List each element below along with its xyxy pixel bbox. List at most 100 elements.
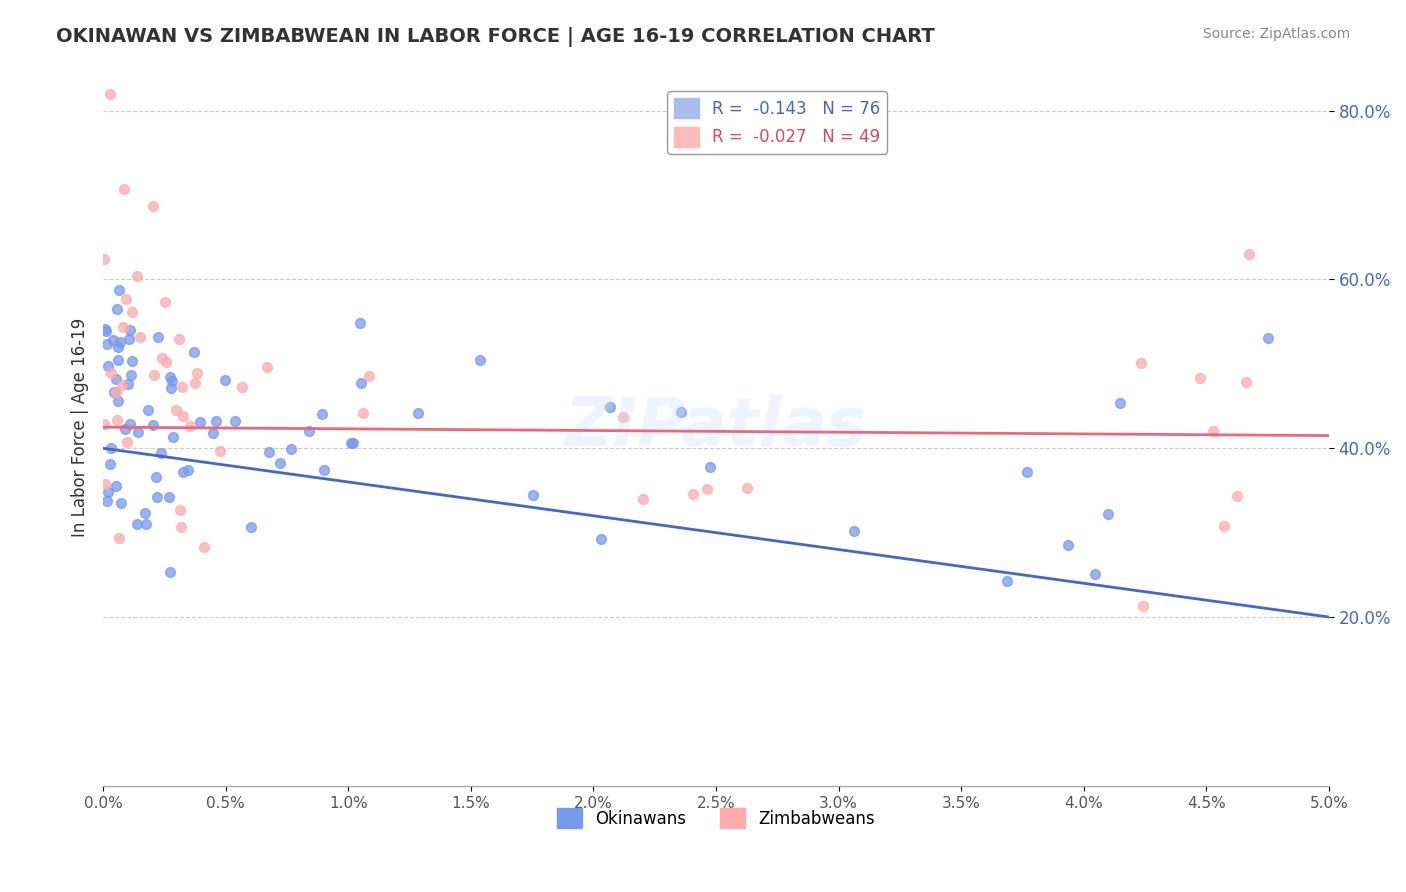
- Okinawans: [269, 456, 291, 470]
- Zimbabweans: [93, 417, 115, 432]
- Okinawans: [101, 334, 124, 348]
- Zimbabweans: [150, 351, 173, 366]
- Text: ZIPatlas: ZIPatlas: [565, 394, 868, 460]
- Okinawans: [110, 496, 132, 510]
- Okinawans: [117, 377, 139, 392]
- Zimbabweans: [735, 481, 758, 495]
- Okinawans: [97, 359, 120, 374]
- Okinawans: [104, 372, 127, 386]
- Zimbabweans: [1237, 247, 1260, 261]
- Okinawans: [120, 368, 142, 382]
- Zimbabweans: [256, 359, 278, 374]
- Y-axis label: In Labor Force | Age 16-19: In Labor Force | Age 16-19: [72, 318, 89, 537]
- Zimbabweans: [169, 502, 191, 516]
- Okinawans: [224, 414, 246, 428]
- Zimbabweans: [1130, 356, 1153, 370]
- Zimbabweans: [612, 409, 634, 424]
- Zimbabweans: [100, 367, 122, 381]
- Zimbabweans: [155, 355, 177, 369]
- Okinawans: [1109, 396, 1132, 410]
- Okinawans: [406, 406, 429, 420]
- Zimbabweans: [128, 329, 150, 343]
- Zimbabweans: [94, 477, 117, 491]
- Okinawans: [100, 441, 122, 455]
- Okinawans: [177, 463, 200, 477]
- Zimbabweans: [1202, 425, 1225, 439]
- Okinawans: [135, 516, 157, 531]
- Okinawans: [699, 459, 721, 474]
- Text: OKINAWAN VS ZIMBABWEAN IN LABOR FORCE | AGE 16-19 CORRELATION CHART: OKINAWAN VS ZIMBABWEAN IN LABOR FORCE | …: [56, 27, 935, 46]
- Zimbabweans: [682, 487, 704, 501]
- Zimbabweans: [105, 385, 128, 400]
- Okinawans: [125, 517, 148, 532]
- Okinawans: [118, 417, 141, 431]
- Okinawans: [183, 345, 205, 359]
- Okinawans: [1257, 331, 1279, 345]
- Okinawans: [159, 566, 181, 580]
- Okinawans: [108, 283, 131, 297]
- Okinawans: [350, 376, 373, 390]
- Okinawans: [146, 490, 169, 504]
- Legend: Okinawans, Zimbabweans: Okinawans, Zimbabweans: [551, 801, 882, 835]
- Zimbabweans: [352, 406, 374, 420]
- Zimbabweans: [112, 319, 135, 334]
- Okinawans: [96, 485, 118, 500]
- Zimbabweans: [114, 292, 136, 306]
- Okinawans: [205, 414, 228, 428]
- Zimbabweans: [170, 520, 193, 534]
- Text: Source: ZipAtlas.com: Source: ZipAtlas.com: [1202, 27, 1350, 41]
- Zimbabweans: [183, 376, 205, 391]
- Zimbabweans: [153, 294, 176, 309]
- Okinawans: [1097, 507, 1119, 521]
- Zimbabweans: [696, 482, 718, 496]
- Okinawans: [96, 493, 118, 508]
- Okinawans: [121, 354, 143, 368]
- Okinawans: [468, 353, 491, 368]
- Okinawans: [146, 330, 169, 344]
- Okinawans: [842, 524, 865, 539]
- Okinawans: [107, 353, 129, 368]
- Okinawans: [201, 425, 224, 440]
- Okinawans: [127, 425, 149, 439]
- Okinawans: [159, 381, 181, 395]
- Okinawans: [340, 436, 363, 450]
- Okinawans: [105, 302, 128, 317]
- Zimbabweans: [1234, 375, 1257, 389]
- Okinawans: [342, 436, 364, 450]
- Okinawans: [214, 373, 236, 387]
- Okinawans: [118, 323, 141, 337]
- Okinawans: [159, 370, 181, 384]
- Okinawans: [114, 422, 136, 436]
- Zimbabweans: [193, 540, 215, 554]
- Zimbabweans: [108, 532, 131, 546]
- Okinawans: [240, 520, 263, 534]
- Okinawans: [134, 506, 156, 520]
- Zimbabweans: [121, 304, 143, 318]
- Zimbabweans: [93, 252, 115, 267]
- Okinawans: [311, 407, 333, 421]
- Okinawans: [93, 322, 115, 336]
- Zimbabweans: [125, 269, 148, 284]
- Okinawans: [94, 324, 117, 338]
- Zimbabweans: [1226, 489, 1249, 503]
- Okinawans: [599, 400, 621, 414]
- Okinawans: [589, 532, 612, 546]
- Zimbabweans: [208, 443, 231, 458]
- Okinawans: [103, 384, 125, 399]
- Okinawans: [280, 442, 302, 457]
- Okinawans: [107, 394, 129, 409]
- Zimbabweans: [1189, 371, 1212, 385]
- Zimbabweans: [186, 366, 208, 380]
- Zimbabweans: [143, 368, 166, 382]
- Zimbabweans: [169, 331, 191, 345]
- Okinawans: [298, 424, 321, 438]
- Okinawans: [108, 335, 131, 350]
- Okinawans: [157, 491, 180, 505]
- Okinawans: [98, 458, 121, 472]
- Okinawans: [117, 332, 139, 346]
- Okinawans: [995, 574, 1018, 588]
- Zimbabweans: [166, 402, 188, 417]
- Okinawans: [188, 415, 211, 429]
- Okinawans: [145, 470, 167, 484]
- Okinawans: [349, 316, 371, 330]
